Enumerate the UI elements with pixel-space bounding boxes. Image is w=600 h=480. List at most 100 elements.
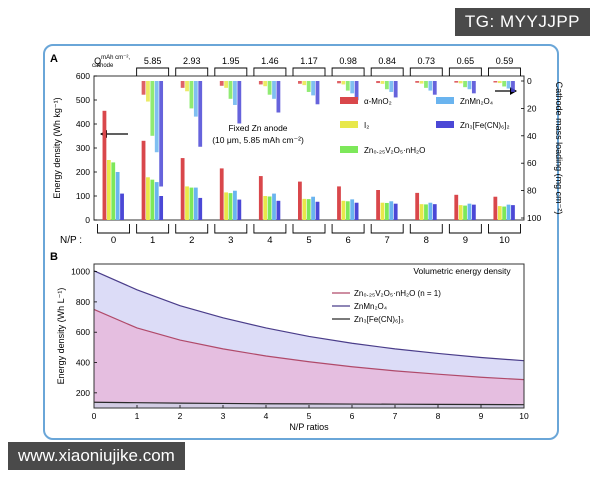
y-right-tick-label: 0: [527, 76, 532, 86]
mass-bar-4-9: [471, 81, 476, 94]
q-bracket: [409, 67, 443, 76]
mass-bar-0-5: [298, 81, 302, 84]
panel-a-letter: A: [50, 53, 58, 65]
mass-bar-1-3: [224, 81, 229, 88]
q-bracket: [214, 67, 248, 76]
y-tick-label: 200: [76, 388, 90, 398]
energy-bar-1-7: [380, 202, 385, 220]
energy-bar-0-10: [493, 196, 498, 220]
mass-bar-0-9: [454, 81, 459, 83]
mass-bar-1-10: [497, 81, 502, 84]
mass-bar-3-4: [272, 81, 276, 99]
legend-label-0: α-MnO₂: [364, 97, 392, 106]
y-tick-label: 0: [85, 215, 90, 225]
legend-label-2: Zn₃[Fe(CN)₆]₃: [354, 315, 404, 324]
energy-bar-1-6: [341, 200, 346, 220]
y-tick-label: 800: [76, 297, 90, 307]
np-tick-label: 7: [385, 235, 390, 246]
energy-bar-3-0: [115, 172, 120, 220]
energy-bar-1-0: [106, 160, 111, 220]
energy-bar-1-2: [185, 186, 189, 220]
energy-bar-3-8: [428, 202, 433, 220]
series-line-1: [93, 270, 525, 362]
energy-bar-4-9: [471, 204, 476, 220]
energy-bar-3-10: [506, 204, 511, 220]
q-bracket: [136, 67, 170, 76]
energy-bar-2-10: [502, 206, 507, 220]
mass-bar-0-10: [493, 81, 498, 83]
energy-bar-3-2: [193, 187, 198, 220]
np-tick-label: 1: [150, 235, 155, 246]
q-value-label: 1.95: [222, 56, 240, 66]
energy-bar-0-9: [454, 194, 459, 220]
y-tick-label: 500: [76, 95, 90, 105]
energy-bar-2-0: [111, 162, 116, 220]
energy-bar-2-7: [384, 202, 389, 220]
mass-bar-2-8: [424, 81, 428, 88]
mass-bar-4-5: [315, 81, 320, 105]
panel-b-axes: 0 1 2 3 4 5 6 7 8 9 10 200 400 600 800 1000: [71, 267, 529, 421]
energy-bar-1-3: [224, 192, 229, 220]
mass-bar-4-8: [432, 81, 437, 95]
energy-bar-2-1: [150, 179, 155, 220]
energy-bar-3-7: [389, 201, 394, 220]
y-right-tick-label: 60: [527, 158, 537, 168]
energy-bar-4-4: [276, 200, 281, 220]
x-tick-label: 8: [436, 411, 441, 421]
energy-bar-4-5: [315, 201, 320, 220]
np-tick-label: 9: [463, 235, 468, 246]
q-value-label: 0.98: [339, 56, 357, 66]
q-bracket: [253, 67, 287, 76]
energy-bar-2-5: [306, 199, 311, 220]
q-bracket: [175, 67, 209, 76]
y-tick-label: 1000: [71, 267, 90, 277]
energy-bar-1-8: [419, 204, 424, 220]
annotation-line1: Fixed Zn anode: [228, 123, 287, 133]
mass-bar-1-7: [380, 81, 385, 84]
mass-bar-3-2: [193, 81, 198, 117]
x-tick-label: 0: [92, 411, 97, 421]
panel-b-legend: Zn₀.₂₅V₂O₅·nH₂O (n = 1) ZnMn₂O₄ Zn₃[Fe(CN)…: [332, 289, 441, 324]
mass-bar-1-4: [263, 81, 268, 87]
mass-bar-0-7: [376, 81, 380, 84]
energy-bar-3-9: [467, 203, 472, 220]
watermark-top: TG: MYYJJPP: [454, 8, 590, 36]
energy-bar-2-3: [228, 193, 233, 220]
energy-bar-4-10: [511, 205, 515, 220]
energy-bar-1-10: [497, 206, 502, 220]
series-line-0: [93, 308, 525, 381]
y-right-tick-label: 20: [527, 103, 537, 113]
np-bracket: [136, 224, 170, 234]
q-value-label: 2.93: [183, 56, 201, 66]
mass-bar-2-9: [463, 81, 467, 88]
np-bracket: [214, 224, 248, 234]
q-bracket: [448, 67, 482, 76]
legend-swatch-1: [436, 97, 454, 104]
legend-label-1: ZnMn₂O₄: [460, 97, 493, 106]
y-right-tick-label: 40: [527, 131, 537, 141]
mass-bar-3-3: [233, 81, 237, 105]
mass-bar-3-6: [350, 81, 355, 94]
energy-bar-0-3: [219, 168, 224, 220]
energy-bar-0-1: [141, 140, 146, 220]
energy-bar-0-5: [298, 181, 302, 220]
mass-bar-2-4: [267, 81, 272, 95]
q-value-label: 1.17: [300, 56, 318, 66]
np-tick-label: 3: [228, 235, 233, 246]
mass-bar-4-10: [511, 81, 515, 92]
annotation-line2: (10 μm, 5.85 mAh cm⁻²): [212, 135, 304, 145]
x-tick-label: 9: [479, 411, 484, 421]
x-tick-label: 2: [178, 411, 183, 421]
q-value-label: 0.59: [496, 56, 514, 66]
np-tick-label: 2: [189, 235, 194, 246]
energy-bar-4-2: [198, 197, 203, 220]
x-tick-label: 1: [135, 411, 140, 421]
mass-bar-0-3: [219, 81, 224, 86]
mass-bar-3-9: [467, 81, 472, 90]
q-cathode-label: QmAh cm⁻², cathode: [92, 55, 130, 69]
y-right-tick-label: 80: [527, 186, 537, 196]
energy-bar-0-2: [180, 158, 185, 220]
mass-bar-1-9: [458, 81, 463, 84]
legend-swatch-2: [340, 121, 358, 128]
